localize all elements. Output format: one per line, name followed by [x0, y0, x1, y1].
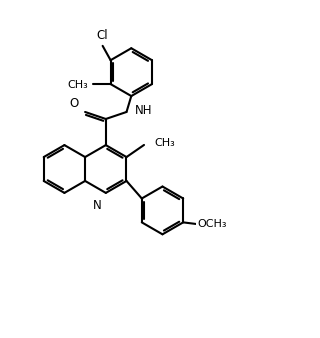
Text: CH₃: CH₃: [68, 80, 88, 90]
Text: OCH₃: OCH₃: [197, 219, 227, 229]
Text: Cl: Cl: [97, 29, 108, 42]
Text: NH: NH: [134, 104, 152, 117]
Text: N: N: [93, 199, 102, 212]
Text: CH₃: CH₃: [155, 138, 175, 148]
Text: O: O: [69, 97, 79, 110]
